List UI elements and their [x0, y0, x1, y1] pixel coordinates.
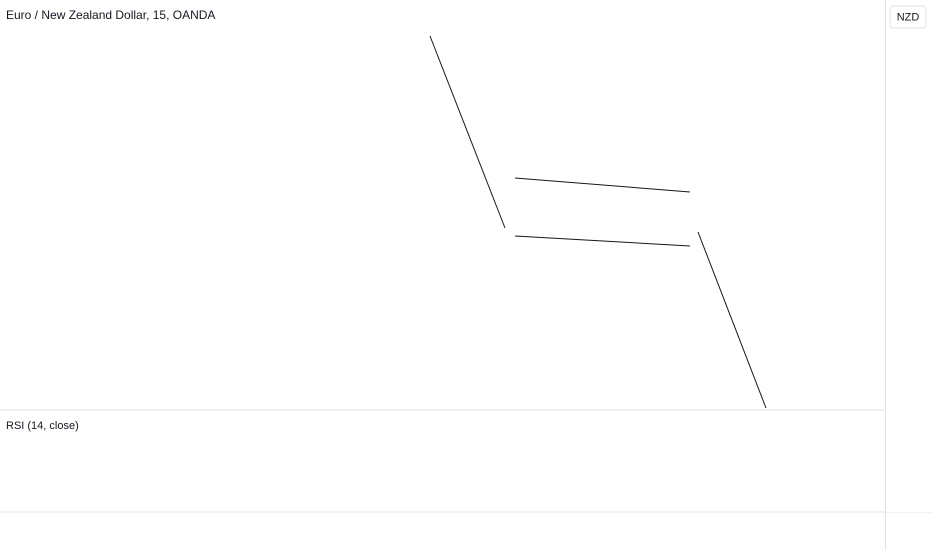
- chart-title: Euro / New Zealand Dollar, 15, OANDA: [6, 8, 215, 22]
- projection-line: [697, 231, 767, 409]
- trend-line: [429, 35, 506, 229]
- currency: NZD: [897, 11, 920, 23]
- drawings: [429, 35, 767, 409]
- rsi-title: RSI (14, close): [6, 420, 79, 432]
- channel-top: [514, 177, 691, 193]
- price-axis: [886, 0, 932, 512]
- channel-bottom: [514, 235, 691, 247]
- currency-box[interactable]: [889, 5, 927, 29]
